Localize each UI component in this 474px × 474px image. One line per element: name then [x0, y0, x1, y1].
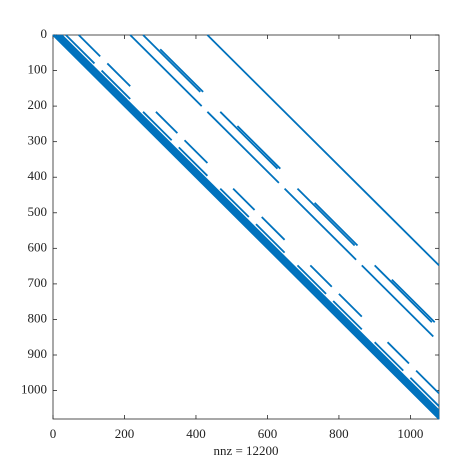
nonzero-run — [219, 111, 279, 170]
nonzero-run — [232, 187, 256, 211]
y-tick-label: 400 — [28, 168, 48, 183]
nonzero-run — [206, 34, 440, 267]
nonzero-run — [129, 34, 203, 107]
x-tick-label: 200 — [115, 426, 135, 441]
axes-frame — [52, 34, 440, 420]
nonzero-run — [155, 111, 179, 134]
y-tick-label: 0 — [41, 26, 48, 41]
nonzero-run — [183, 139, 209, 164]
nonzero-run — [374, 341, 404, 372]
nonzero-run — [54, 34, 440, 418]
nonzero-run — [313, 202, 359, 247]
nonzero-run — [309, 264, 333, 288]
x-axis-label: nnz = 12200 — [213, 443, 278, 458]
nonzero-run — [142, 111, 173, 141]
y-tick-label: 200 — [28, 97, 48, 112]
y-tick-label: 1000 — [21, 382, 47, 397]
nonzero-run — [159, 48, 204, 93]
nonzero-run — [374, 264, 433, 323]
nonzero-run — [296, 264, 327, 295]
nonzero-run — [60, 34, 440, 412]
nonzero-run — [106, 62, 131, 87]
y-tick-label: 800 — [28, 310, 48, 325]
nonzero-run — [78, 34, 101, 57]
nonzero-run — [361, 264, 434, 338]
nonzero-run — [255, 223, 286, 254]
nonzero-run — [332, 300, 363, 331]
x-tick-label: 800 — [329, 426, 349, 441]
y-tick-label: 700 — [28, 275, 48, 290]
nonzero-run — [338, 293, 363, 318]
nonzero-run — [261, 216, 286, 241]
nonzero-run — [415, 370, 440, 395]
nonzero-run — [142, 34, 201, 93]
y-tick-label: 500 — [28, 204, 48, 219]
y-tick-label: 100 — [28, 62, 48, 77]
y-tick-label: 300 — [28, 133, 48, 148]
x-tick-label: 600 — [258, 426, 278, 441]
nonzero-run — [52, 34, 440, 420]
nonzero-run — [206, 111, 280, 184]
x-tick-label: 0 — [50, 426, 57, 441]
nonzero-run — [391, 278, 436, 323]
nonzero-run — [100, 69, 131, 100]
nonzero-run — [386, 341, 410, 365]
nonzero-run — [409, 377, 440, 407]
nonzero-run — [219, 187, 250, 218]
y-tick-label: 900 — [28, 346, 48, 361]
nonzero-run — [236, 125, 281, 170]
nonzero-run — [283, 187, 357, 261]
x-tick-label: 400 — [186, 426, 206, 441]
nonzero-run — [65, 34, 96, 65]
nonzero-run — [56, 34, 440, 416]
y-tick-label: 600 — [28, 239, 48, 254]
nonzero-run — [178, 146, 209, 177]
x-tick-label: 1000 — [397, 426, 423, 441]
nonzero-run — [58, 34, 440, 414]
nonzero-run — [296, 187, 356, 247]
